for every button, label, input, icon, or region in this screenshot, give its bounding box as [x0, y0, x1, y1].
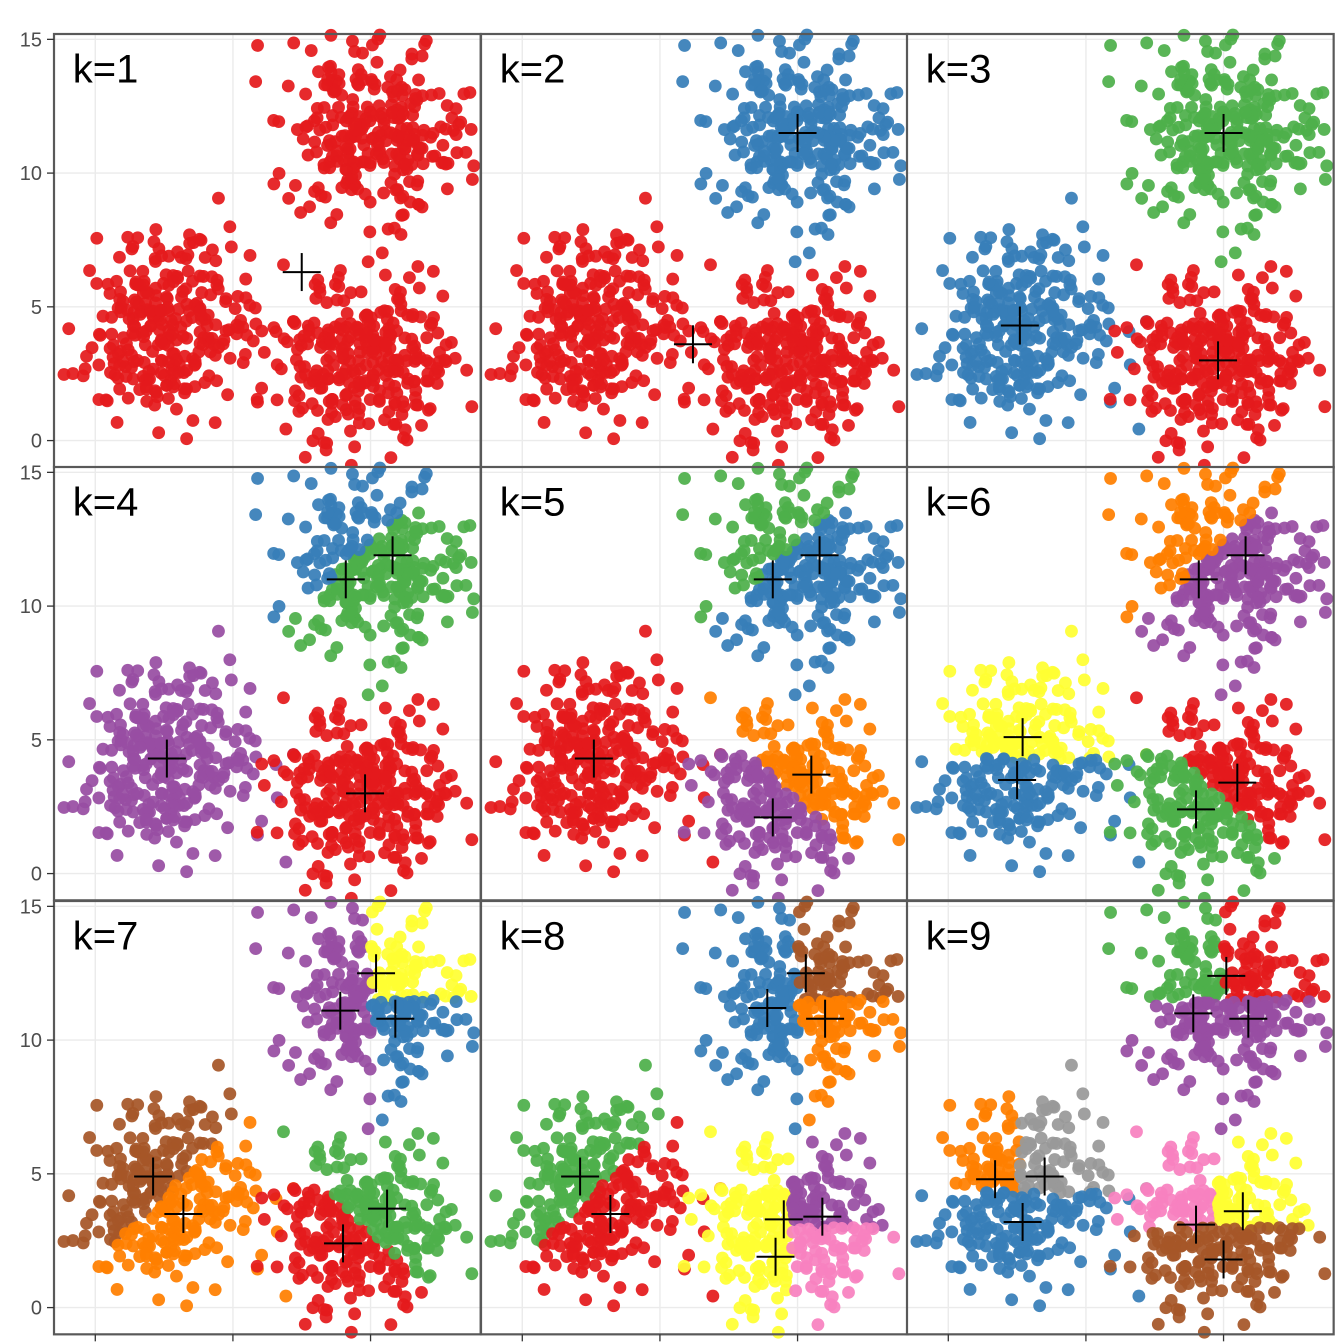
panel-k-label: k=4 [73, 481, 139, 525]
y-tick-label: 10 [20, 596, 42, 618]
panel-grid: k=1051015 k=2 k=3 k=4051015 k=5 k=6 k=70510150… [54, 34, 1334, 1334]
y-tick-label: 15 [20, 29, 42, 51]
panel-k1: k=1051015 [54, 34, 481, 467]
panel-k-label: k=3 [926, 48, 992, 92]
panel-k2: k=2 [481, 34, 908, 467]
panel-k-label: k=9 [926, 914, 992, 958]
y-tick-label: 5 [31, 1163, 42, 1185]
kmeans-facet-figure: k=1051015k=2k=3k=4051015k=5k=6k=70510150… [0, 0, 1344, 1344]
panel-k9: k=90510 [907, 901, 1334, 1334]
y-tick-label: 15 [20, 463, 42, 485]
y-tick-label: 0 [31, 864, 42, 886]
panel-k-label: k=8 [499, 914, 565, 958]
panel-k-label: k=5 [499, 481, 565, 525]
y-tick-label: 0 [31, 1297, 42, 1319]
y-tick-label: 15 [20, 896, 42, 918]
y-tick-label: 10 [20, 163, 42, 185]
y-tick-label: 5 [31, 297, 42, 319]
panel-k5: k=5 [481, 467, 908, 900]
panel-k-label: k=6 [926, 481, 992, 525]
panel-k-label: k=2 [499, 48, 565, 92]
y-tick-label: 0 [31, 431, 42, 453]
y-tick-label: 10 [20, 1030, 42, 1052]
panel-k6: k=6 [907, 467, 1334, 900]
panel-k-label: k=1 [73, 48, 139, 92]
panel-k8: k=80510 [481, 901, 908, 1334]
panel-k-label: k=7 [73, 914, 139, 958]
panel-k3: k=3 [907, 34, 1334, 467]
panel-k4: k=4051015 [54, 467, 481, 900]
panel-k7: k=70510150510 [54, 901, 481, 1334]
y-tick-label: 5 [31, 730, 42, 752]
